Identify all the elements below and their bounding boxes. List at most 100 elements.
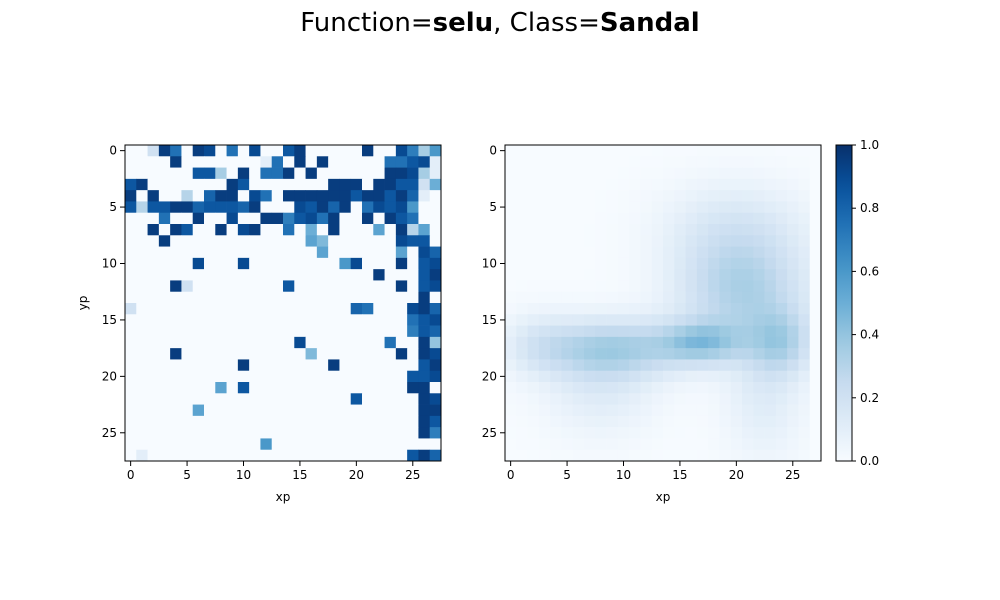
heatmap-cell xyxy=(561,382,574,394)
heatmap-cell xyxy=(663,415,675,428)
heatmap-cell xyxy=(384,257,397,270)
heatmap-cell xyxy=(640,257,653,270)
heatmap-cell xyxy=(505,415,517,428)
heatmap-cell xyxy=(708,359,720,372)
x-tick-label: 15 xyxy=(292,468,307,482)
heatmap-cell xyxy=(283,156,295,168)
heatmap-cell xyxy=(696,246,709,259)
heatmap-cell xyxy=(271,370,284,383)
heatmap-cell xyxy=(584,190,596,202)
heatmap-cell xyxy=(362,235,374,247)
heatmap-cell xyxy=(809,178,822,191)
heatmap-cell xyxy=(158,145,171,157)
heatmap-cell xyxy=(204,156,216,168)
heatmap-cell xyxy=(305,325,318,338)
heatmap-cell xyxy=(125,224,137,236)
heatmap-cell xyxy=(730,438,743,451)
heatmap-cell xyxy=(617,382,630,394)
colorbar-gradient xyxy=(835,144,853,462)
heatmap-cell xyxy=(640,291,653,304)
heatmap-cell xyxy=(407,257,419,270)
heatmap-cell xyxy=(527,438,540,451)
heatmap-cell xyxy=(685,224,698,236)
heatmap-cell xyxy=(362,438,374,451)
heatmap-cell xyxy=(516,178,528,191)
heatmap-cell xyxy=(584,201,596,214)
heatmap-cell xyxy=(730,224,743,236)
heatmap-cell xyxy=(663,246,675,259)
heatmap-cell xyxy=(283,370,295,383)
heatmap-cell xyxy=(696,167,709,180)
heatmap-cell xyxy=(708,190,720,202)
heatmap-cell xyxy=(237,269,250,281)
heatmap-cell xyxy=(606,269,619,281)
heatmap-cell xyxy=(629,438,641,451)
heatmap-cell xyxy=(730,235,743,247)
heatmap-cell xyxy=(538,438,551,451)
heatmap-cell xyxy=(328,269,340,281)
heatmap-cell xyxy=(651,145,664,157)
heatmap-cell xyxy=(204,336,216,349)
heatmap-cell xyxy=(328,235,340,247)
heatmap-cell xyxy=(215,190,227,202)
x-axis-label: xp xyxy=(656,490,671,504)
heatmap-cell xyxy=(730,314,743,326)
heatmap-cell xyxy=(339,393,352,405)
heatmap-cell xyxy=(809,370,822,383)
heatmap-cell xyxy=(226,246,239,259)
heatmap-cell xyxy=(316,212,329,225)
heatmap-cell xyxy=(606,303,619,315)
heatmap-cell xyxy=(237,393,250,405)
heatmap-cell xyxy=(283,224,295,236)
heatmap-cell xyxy=(775,156,788,168)
heatmap-cell xyxy=(429,156,442,168)
heatmap-cell xyxy=(237,427,250,439)
heatmap-cell xyxy=(125,325,137,338)
heatmap-cell xyxy=(170,178,182,191)
heatmap-cell xyxy=(125,415,137,428)
heatmap-cell xyxy=(215,382,227,394)
heatmap-cell xyxy=(753,201,765,214)
heatmap-cell xyxy=(527,190,540,202)
heatmap-cell xyxy=(764,427,777,439)
heatmap-cell xyxy=(384,427,397,439)
heatmap-cell xyxy=(708,224,720,236)
heatmap-cell xyxy=(147,167,160,180)
heatmap-cell xyxy=(271,201,284,214)
heatmap-cell xyxy=(237,325,250,338)
heatmap-cell xyxy=(170,348,182,360)
heatmap-cell xyxy=(775,382,788,394)
heatmap-cell xyxy=(294,235,306,247)
heatmap-cell xyxy=(753,449,765,462)
heatmap-cell xyxy=(362,145,374,157)
heatmap-cell xyxy=(204,224,216,236)
heatmap-cell xyxy=(730,336,743,349)
heatmap-cell xyxy=(407,393,419,405)
heatmap-cell xyxy=(809,201,822,214)
heatmap-cell xyxy=(429,427,442,439)
heatmap-cell xyxy=(350,415,363,428)
heatmap-cell xyxy=(651,427,664,439)
heatmap-cell xyxy=(283,382,295,394)
heatmap-cell xyxy=(550,348,562,360)
heatmap-cell xyxy=(561,303,574,315)
heatmap-cell xyxy=(516,145,528,157)
heatmap-cell xyxy=(429,280,442,293)
heatmap-cell xyxy=(629,370,641,383)
heatmap-cell xyxy=(572,359,585,372)
heatmap-cell xyxy=(538,348,551,360)
heatmap-cell xyxy=(527,178,540,191)
heatmap-cell xyxy=(418,348,431,360)
heatmap-cell xyxy=(384,280,397,293)
y-axis-label: yp xyxy=(76,296,90,311)
heatmap-cell xyxy=(170,382,182,394)
heatmap-cell xyxy=(192,280,205,293)
heatmap-cell xyxy=(125,449,137,462)
heatmap-cell xyxy=(742,178,754,191)
heatmap-cell xyxy=(572,427,585,439)
title-prefix: Function= xyxy=(300,8,433,38)
heatmap-cell xyxy=(204,393,216,405)
heatmap-cell xyxy=(595,325,607,338)
heatmap-cell xyxy=(617,449,630,462)
heatmap-cell xyxy=(429,167,442,180)
